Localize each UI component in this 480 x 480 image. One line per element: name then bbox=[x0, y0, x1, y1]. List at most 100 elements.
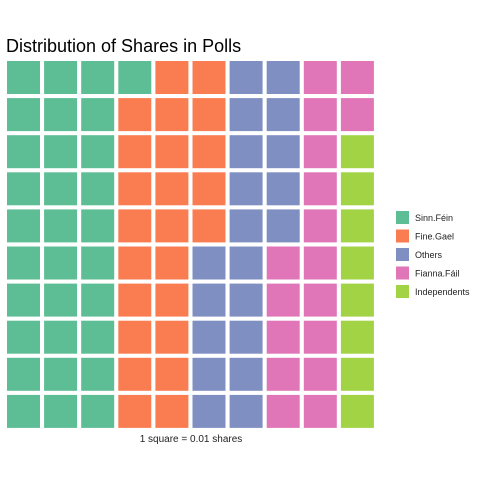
waffle-square bbox=[192, 209, 226, 243]
waffle-square bbox=[155, 246, 189, 280]
waffle-square bbox=[44, 172, 78, 206]
waffle-square bbox=[81, 61, 115, 94]
waffle-square bbox=[44, 209, 78, 243]
waffle-square bbox=[303, 135, 337, 169]
waffle-square bbox=[7, 61, 40, 94]
legend-label: Others bbox=[415, 250, 443, 260]
waffle-square bbox=[155, 357, 189, 391]
waffle-square bbox=[44, 246, 78, 280]
waffle-square bbox=[192, 320, 226, 354]
legend-key bbox=[396, 229, 409, 243]
legend-key bbox=[396, 285, 409, 298]
waffle-square bbox=[118, 320, 152, 354]
waffle-square bbox=[229, 394, 263, 428]
legend-label: Fine.Gael bbox=[415, 232, 454, 242]
waffle-square bbox=[266, 135, 300, 169]
waffle-square bbox=[192, 283, 226, 317]
waffle-square bbox=[7, 135, 40, 169]
waffle-square bbox=[118, 61, 152, 94]
waffle-square bbox=[7, 246, 40, 280]
waffle-square bbox=[340, 283, 374, 317]
waffle-square bbox=[155, 61, 189, 94]
waffle-square bbox=[44, 135, 78, 169]
waffle-square bbox=[192, 61, 226, 94]
waffle-square bbox=[340, 320, 374, 354]
waffle-squares bbox=[7, 61, 374, 428]
waffle-square bbox=[340, 135, 374, 169]
legend-label: Independents bbox=[415, 287, 470, 297]
waffle-square bbox=[266, 320, 300, 354]
waffle-square bbox=[155, 283, 189, 317]
waffle-square bbox=[81, 320, 115, 354]
waffle-square bbox=[7, 209, 40, 243]
legend-key bbox=[396, 248, 409, 261]
waffle-square bbox=[303, 209, 337, 243]
waffle-square bbox=[340, 394, 374, 428]
legend-label: Sinn.Féin bbox=[415, 213, 453, 223]
chart-caption: 1 square = 0.01 shares bbox=[140, 434, 243, 445]
waffle-square bbox=[192, 394, 226, 428]
waffle-square bbox=[192, 98, 226, 132]
waffle-square bbox=[155, 320, 189, 354]
waffle-square bbox=[81, 283, 115, 317]
legend: Sinn.Féin Fine.Gael Others Fianna.Fáil Indep… bbox=[396, 211, 470, 298]
waffle-square bbox=[192, 357, 226, 391]
waffle-square bbox=[229, 135, 263, 169]
waffle-square bbox=[303, 357, 337, 391]
waffle-square bbox=[303, 98, 337, 132]
waffle-square bbox=[266, 394, 300, 428]
waffle-square bbox=[229, 320, 263, 354]
waffle-square bbox=[303, 172, 337, 206]
waffle-square bbox=[303, 283, 337, 317]
waffle-square bbox=[155, 209, 189, 243]
waffle-square bbox=[81, 172, 115, 206]
waffle-square bbox=[81, 209, 115, 243]
waffle-square bbox=[44, 98, 78, 132]
waffle-square bbox=[118, 172, 152, 206]
waffle-square bbox=[340, 246, 374, 280]
waffle-square bbox=[266, 98, 300, 132]
waffle-square bbox=[7, 394, 40, 428]
legend-key bbox=[396, 211, 409, 224]
waffle-square bbox=[81, 246, 115, 280]
waffle-square bbox=[81, 394, 115, 428]
waffle-square bbox=[229, 98, 263, 132]
waffle-square bbox=[44, 394, 78, 428]
waffle-square bbox=[44, 320, 78, 354]
waffle-square bbox=[266, 357, 300, 391]
waffle-square bbox=[303, 61, 337, 94]
waffle-square bbox=[266, 61, 300, 94]
waffle-square bbox=[44, 283, 78, 317]
waffle-square bbox=[266, 172, 300, 206]
legend-key bbox=[396, 266, 409, 280]
waffle-square bbox=[229, 61, 263, 94]
waffle-square bbox=[118, 209, 152, 243]
waffle-square bbox=[81, 135, 115, 169]
waffle-square bbox=[7, 283, 40, 317]
waffle-square bbox=[118, 394, 152, 428]
waffle-square bbox=[155, 394, 189, 428]
waffle-square bbox=[303, 394, 337, 428]
waffle-square bbox=[229, 209, 263, 243]
waffle-square bbox=[340, 98, 374, 132]
waffle-square bbox=[192, 246, 226, 280]
waffle-square bbox=[192, 172, 226, 206]
waffle-square bbox=[266, 209, 300, 243]
waffle-square bbox=[229, 246, 263, 280]
waffle-square bbox=[7, 98, 40, 132]
waffle-square bbox=[7, 320, 40, 354]
legend-label: Fianna.Fáil bbox=[415, 269, 460, 279]
waffle-square bbox=[155, 135, 189, 169]
waffle-square bbox=[340, 209, 374, 243]
waffle-square bbox=[155, 98, 189, 132]
waffle-square bbox=[44, 61, 78, 94]
waffle-square bbox=[303, 246, 337, 280]
waffle-square bbox=[81, 98, 115, 132]
waffle-square bbox=[118, 135, 152, 169]
waffle-square bbox=[118, 283, 152, 317]
waffle-square bbox=[229, 172, 263, 206]
waffle-square bbox=[340, 61, 374, 94]
waffle-square bbox=[44, 357, 78, 391]
waffle-square bbox=[7, 357, 40, 391]
